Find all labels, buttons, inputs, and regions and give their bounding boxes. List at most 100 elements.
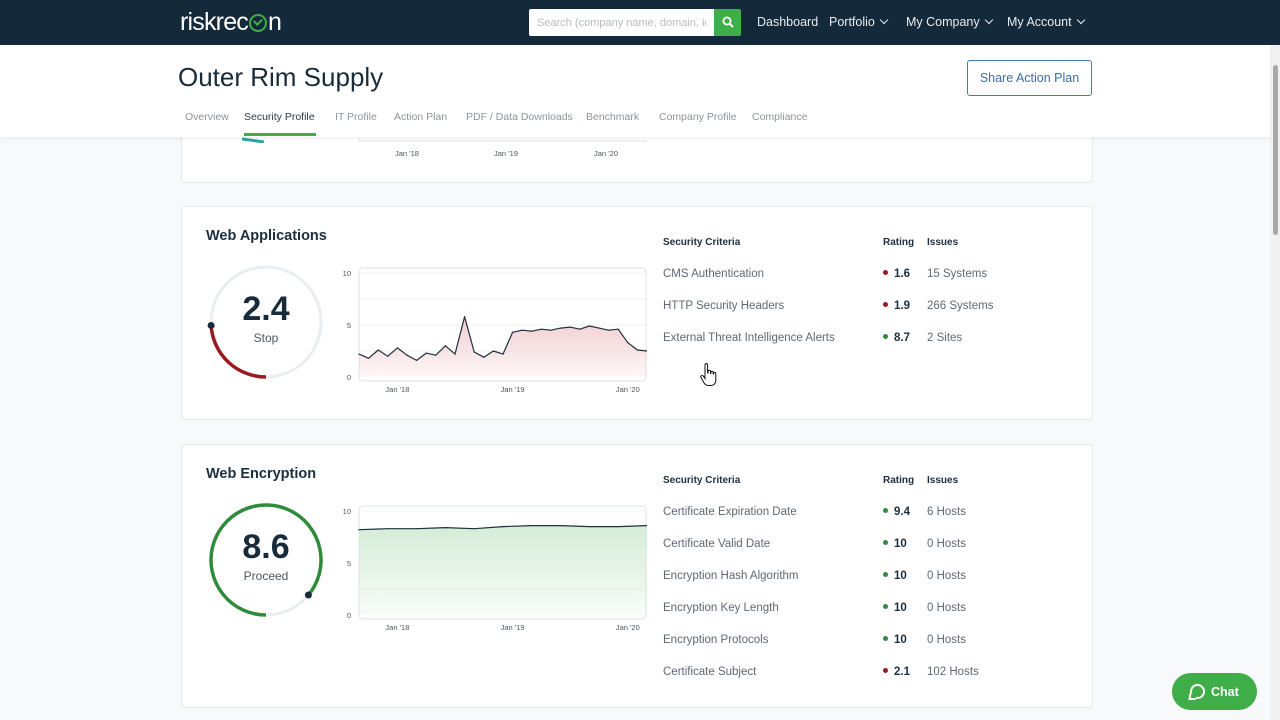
criteria-link[interactable]: HTTP Security Headers bbox=[663, 300, 785, 312]
nav-dashboard[interactable]: Dashboard bbox=[757, 15, 818, 29]
data-point bbox=[560, 327, 562, 329]
tab-overview[interactable]: Overview bbox=[185, 111, 229, 123]
x-tick-label: Jan '19 bbox=[501, 623, 525, 632]
rating-text: 10 bbox=[894, 634, 907, 646]
issues-link[interactable]: 266 Systems bbox=[927, 300, 994, 312]
data-point bbox=[617, 526, 619, 528]
nav-my-company[interactable]: My Company bbox=[906, 15, 993, 29]
status-dot-icon bbox=[883, 334, 888, 339]
gauge-marker bbox=[207, 321, 215, 329]
status-dot-icon bbox=[883, 604, 888, 609]
data-point bbox=[358, 353, 360, 355]
rating-value: 2.1 bbox=[883, 666, 910, 678]
data-point bbox=[512, 331, 514, 333]
data-point bbox=[646, 350, 647, 352]
issues-column-header: Issues bbox=[927, 475, 959, 486]
data-point bbox=[560, 524, 562, 527]
y-tick-label: 5 bbox=[347, 559, 351, 568]
data-point bbox=[502, 526, 504, 528]
criteria-link[interactable]: Encryption Protocols bbox=[663, 634, 769, 646]
x-tick-label: Jan '18 bbox=[385, 623, 409, 632]
data-point bbox=[588, 325, 590, 327]
data-point bbox=[444, 345, 446, 347]
search-button[interactable] bbox=[714, 9, 741, 36]
data-point bbox=[416, 528, 418, 530]
nav-portfolio[interactable]: Portfolio bbox=[829, 15, 889, 29]
page-scrollbar[interactable] bbox=[1270, 45, 1280, 720]
data-point bbox=[473, 351, 475, 353]
data-point bbox=[502, 353, 504, 355]
rating-text: 8.7 bbox=[894, 332, 910, 344]
rating-text: 9.4 bbox=[894, 506, 910, 518]
chevron-down-icon bbox=[984, 15, 993, 25]
issues-link[interactable]: 2 Sites bbox=[927, 332, 963, 344]
tab-security-profile[interactable]: Security Profile bbox=[244, 111, 315, 123]
check-circle-icon bbox=[249, 14, 268, 32]
issues-link[interactable]: 102 Hosts bbox=[927, 666, 979, 678]
data-point bbox=[540, 328, 542, 330]
criteria-link[interactable]: Certificate Valid Date bbox=[663, 538, 771, 550]
issues-link[interactable]: 0 Hosts bbox=[927, 602, 966, 614]
rating-value: 10 bbox=[883, 602, 907, 614]
criteria-link[interactable]: External Threat Intelligence Alerts bbox=[663, 332, 835, 344]
issues-link[interactable]: 6 Hosts bbox=[927, 506, 966, 518]
data-point bbox=[464, 316, 466, 318]
criteria-link[interactable]: Encryption Key Length bbox=[663, 602, 779, 614]
series-area bbox=[359, 316, 647, 377]
series-area bbox=[359, 525, 647, 615]
status-dot-icon bbox=[883, 270, 888, 275]
data-point bbox=[636, 349, 638, 351]
gauge-arc bbox=[209, 325, 267, 379]
page-title: Outer Rim Supply bbox=[178, 62, 384, 92]
rating-value: 1.9 bbox=[883, 300, 910, 312]
tab-it-profile[interactable]: IT Profile bbox=[335, 111, 377, 123]
criteria-column-header: Security Criteria bbox=[663, 237, 741, 248]
criteria-link[interactable]: Certificate Subject bbox=[663, 666, 757, 678]
riskrecon-logo[interactable]: riskrec n bbox=[180, 8, 282, 36]
data-point bbox=[387, 355, 389, 357]
data-point bbox=[454, 353, 456, 355]
tab-action-plan[interactable]: Action Plan bbox=[394, 111, 448, 123]
data-point bbox=[377, 349, 379, 351]
tab-pdf-data-downloads[interactable]: PDF / Data Downloads bbox=[466, 111, 573, 123]
section-title: Web Encryption bbox=[206, 466, 317, 482]
criteria-column-header: Security Criteria bbox=[663, 475, 741, 486]
status-dot-icon bbox=[883, 668, 888, 673]
criteria-link[interactable]: Certificate Expiration Date bbox=[663, 506, 797, 518]
data-point bbox=[579, 328, 581, 330]
issues-link[interactable]: 0 Hosts bbox=[927, 570, 966, 582]
share-action-plan-button[interactable]: Share Action Plan bbox=[967, 60, 1092, 96]
nav-my-account[interactable]: My Account bbox=[1007, 15, 1085, 29]
data-point bbox=[531, 524, 533, 527]
search-icon bbox=[722, 16, 734, 28]
chevron-down-icon bbox=[879, 15, 889, 25]
score-verdict: Proceed bbox=[243, 569, 289, 583]
tab-compliance[interactable]: Compliance bbox=[752, 111, 808, 123]
issues-link[interactable]: 0 Hosts bbox=[927, 634, 966, 646]
chat-button[interactable]: Chat bbox=[1172, 673, 1257, 710]
criteria-link[interactable]: Encryption Hash Algorithm bbox=[663, 570, 799, 582]
criteria-link[interactable]: CMS Authentication bbox=[663, 268, 765, 280]
data-point bbox=[550, 329, 552, 331]
tab-benchmark[interactable]: Benchmark bbox=[586, 111, 640, 123]
data-point bbox=[521, 329, 523, 331]
chat-label: Chat bbox=[1211, 685, 1239, 699]
chat-bubble-icon bbox=[1190, 684, 1205, 699]
rating-value: 10 bbox=[883, 538, 907, 550]
x-tick-label: Jan '20 bbox=[616, 623, 640, 632]
rating-text: 2.1 bbox=[894, 666, 910, 678]
issues-link[interactable]: 15 Systems bbox=[927, 268, 988, 280]
rating-value: 1.6 bbox=[883, 268, 910, 280]
rating-text: 1.9 bbox=[894, 300, 910, 312]
x-tick-label: Jan '20 bbox=[594, 149, 618, 158]
gauge-ring bbox=[207, 265, 323, 379]
scrollbar-thumb[interactable] bbox=[1273, 65, 1278, 235]
tab-company-profile[interactable]: Company Profile bbox=[659, 111, 737, 123]
search-input[interactable] bbox=[529, 9, 714, 36]
rating-history-chart: 10 5 0 Jan '18 Jan '19 Jan '20 bbox=[343, 267, 647, 394]
x-tick-label: Jan '18 bbox=[395, 149, 419, 158]
rating-text: 10 bbox=[894, 570, 907, 582]
data-point bbox=[396, 347, 398, 349]
issues-link[interactable]: 0 Hosts bbox=[927, 538, 966, 550]
